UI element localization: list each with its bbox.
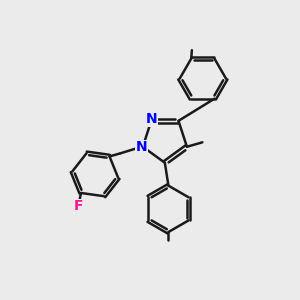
Text: F: F (74, 199, 84, 213)
Text: N: N (146, 112, 157, 126)
Text: N: N (136, 140, 147, 154)
